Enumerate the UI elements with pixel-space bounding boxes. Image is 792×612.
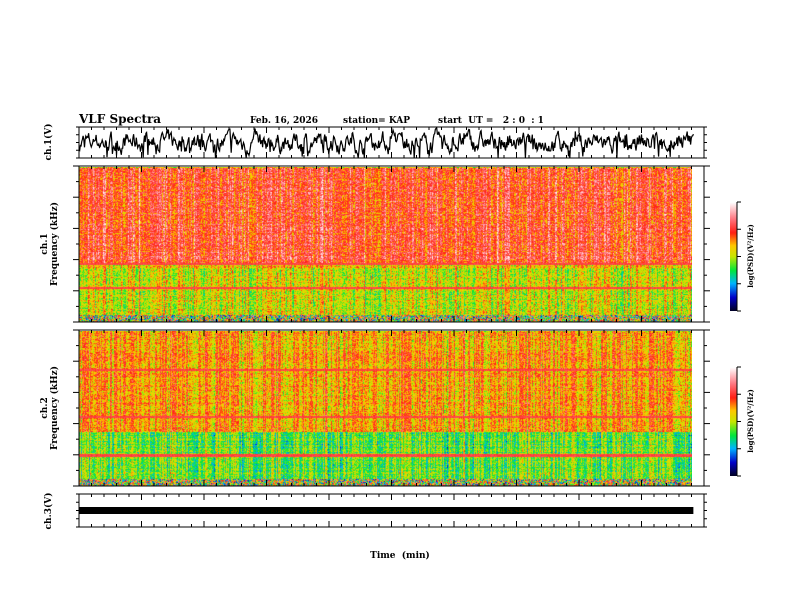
ch1-colorbar-label: log(PSD)(V²/Hz) — [746, 224, 755, 288]
start-time-label: start UT = 2 : 0 : 1 — [438, 116, 544, 126]
ch2-colorbar-label: log(PSD)(V²/Hz) — [746, 389, 755, 453]
date-label: Feb. 16, 2026 — [250, 116, 318, 126]
ch1-colorbar — [730, 202, 737, 311]
figure-title: VLF Spectra — [78, 112, 161, 126]
ch1-spec-ylabel-2: Frequency (kHz) — [49, 202, 60, 286]
ch2-spectrogram-image — [79, 331, 692, 486]
ch3-ylabel: ch.3(V) — [43, 493, 54, 530]
ch3-waveform-line — [79, 507, 694, 514]
x-axis-label: Time (min) — [370, 550, 430, 561]
station-label: station= KAP — [343, 116, 410, 126]
ch2-spec-ylabel-1: ch.2 — [40, 397, 50, 418]
ch1-ylabel: ch.1(V) — [43, 124, 54, 161]
panel-frame-2 — [78, 165, 705, 323]
ch2-spec-ylabel-2: Frequency (kHz) — [49, 366, 60, 450]
ch1-spec-ylabel-1: ch.1 — [40, 233, 50, 254]
panel-frame-3 — [78, 329, 705, 487]
ch1-waveform-line — [78, 126, 694, 159]
ch2-colorbar — [730, 367, 737, 476]
ch1-spectrogram-image — [79, 167, 692, 322]
